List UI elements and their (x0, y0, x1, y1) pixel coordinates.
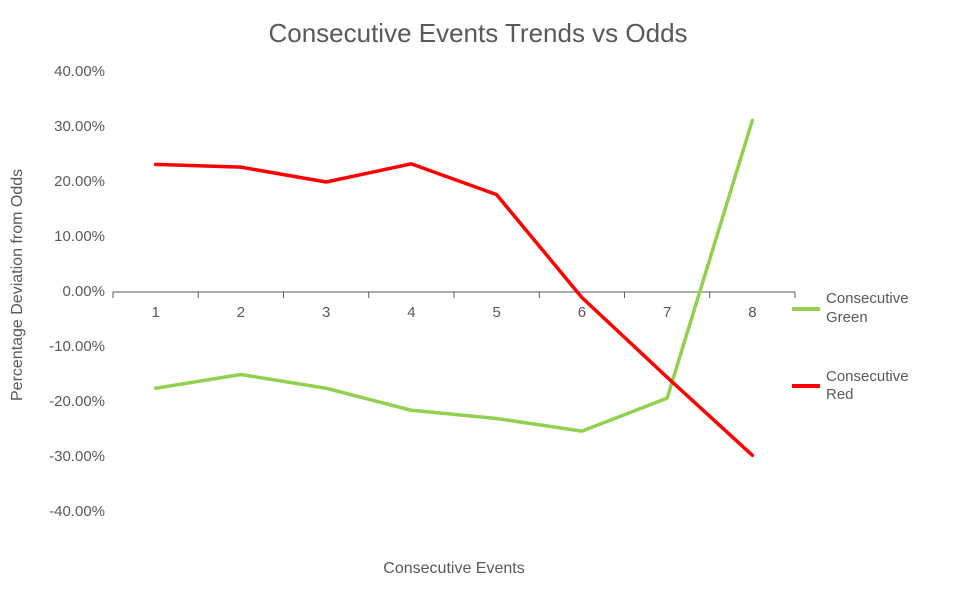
legend: Consecutive Green Consecutive Red (792, 290, 936, 445)
legend-item: Consecutive Green (792, 290, 936, 328)
legend-item: Consecutive Red (792, 368, 936, 406)
chart-container: Consecutive Events Trends vs Odds Percen… (0, 0, 956, 604)
legend-swatch (792, 307, 820, 311)
legend-swatch (792, 384, 820, 388)
legend-label: Consecutive Green (826, 290, 936, 328)
series-line-1 (156, 164, 753, 456)
legend-label: Consecutive Red (826, 368, 936, 406)
